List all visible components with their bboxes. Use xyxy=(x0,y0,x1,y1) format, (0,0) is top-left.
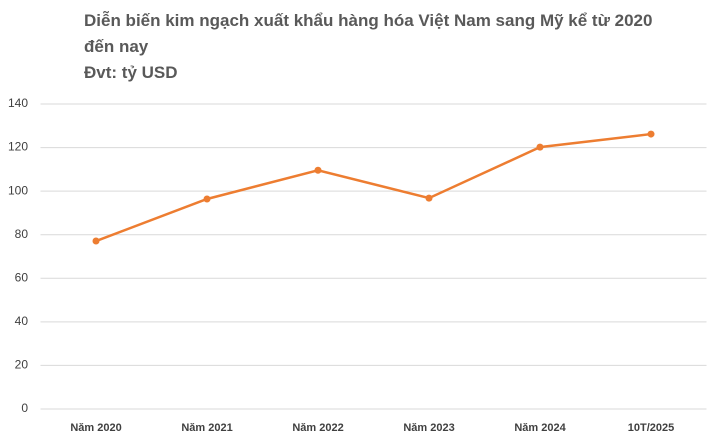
point xyxy=(536,143,544,151)
x-tick-label: Năm 2022 xyxy=(292,422,343,434)
y-tick-label: 100 xyxy=(8,183,28,197)
chart-title: Diễn biến kim ngạch xuất khẩu hàng hóa V… xyxy=(84,11,653,56)
x-tick-label: Năm 2023 xyxy=(403,422,454,434)
point xyxy=(647,130,655,138)
chart-subtitle: Đvt: tỷ USD xyxy=(84,63,178,82)
x-tick-label: 10T/2025 xyxy=(628,422,674,434)
y-tick-label: 120 xyxy=(8,140,28,154)
point xyxy=(425,194,433,202)
y-tick-label: 20 xyxy=(15,358,29,372)
y-tick-label: 60 xyxy=(15,270,29,284)
y-tick-label: 80 xyxy=(15,227,29,241)
line xyxy=(95,132,652,243)
x-tick-label: Năm 2020 xyxy=(70,422,121,434)
point xyxy=(314,166,322,174)
title-block: Diễn biến kim ngạch xuất khẩu hàng hóa V… xyxy=(84,8,674,86)
y-tick-label: 140 xyxy=(8,96,28,110)
x-tick-label: Năm 2021 xyxy=(181,422,232,434)
y-tick-label: 0 xyxy=(21,401,28,415)
x-tick-label: Năm 2024 xyxy=(514,422,566,434)
y-tick-label: 40 xyxy=(15,314,29,328)
point xyxy=(203,195,211,203)
point xyxy=(92,237,100,245)
